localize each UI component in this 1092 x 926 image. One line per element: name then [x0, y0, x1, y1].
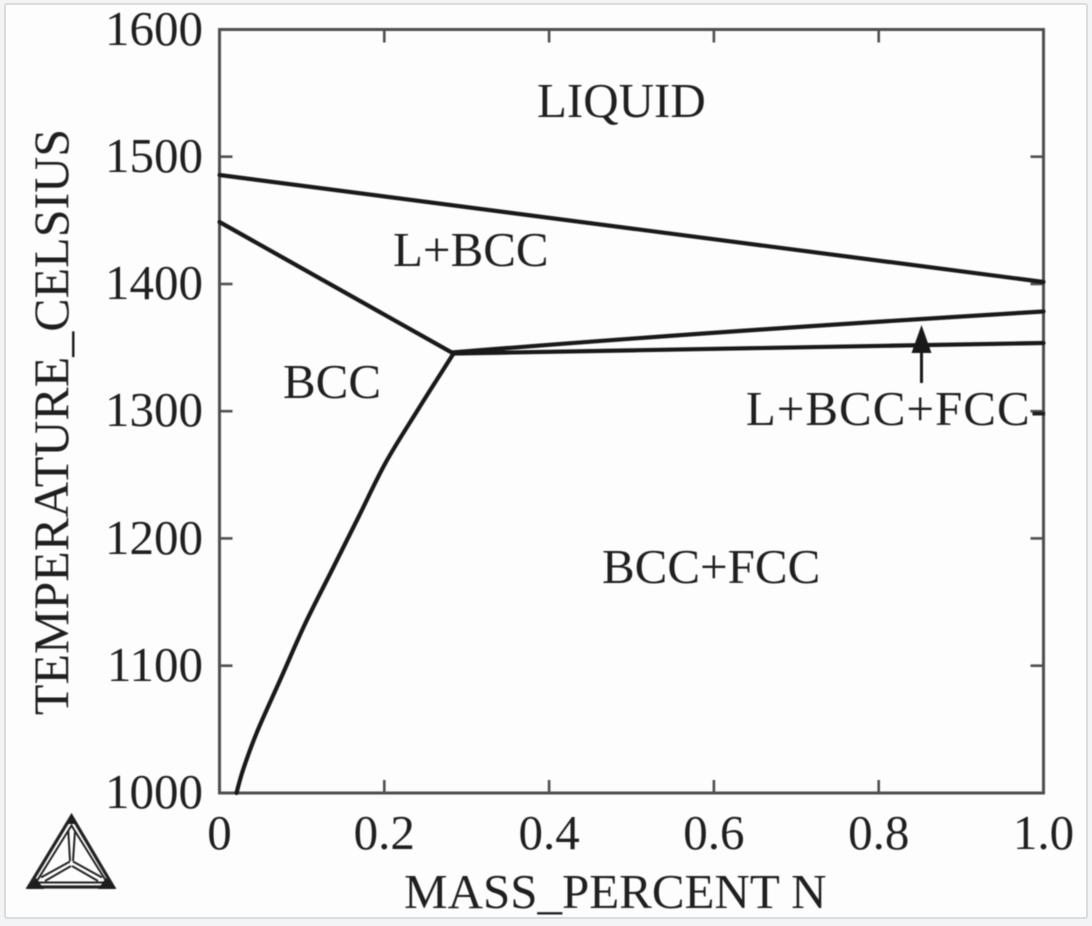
svg-text:1.0: 1.0	[1013, 805, 1074, 860]
svg-text:L+BCC+FCC-: L+BCC+FCC-	[746, 381, 1048, 436]
svg-text:TEMPERATURE_CELSIUS: TEMPERATURE_CELSIUS	[23, 129, 79, 715]
svg-text:1400: 1400	[105, 255, 203, 310]
svg-text:0.6: 0.6	[683, 805, 744, 860]
svg-text:1300: 1300	[105, 382, 203, 437]
svg-text:1200: 1200	[105, 510, 203, 565]
svg-text:MASS_PERCENT N: MASS_PERCENT N	[404, 864, 827, 919]
svg-text:0: 0	[207, 805, 232, 860]
svg-text:1500: 1500	[105, 128, 203, 183]
svg-text:0.2: 0.2	[354, 805, 415, 860]
svg-text:BCC: BCC	[283, 354, 381, 409]
svg-text:L+BCC: L+BCC	[393, 222, 549, 277]
svg-text:0.4: 0.4	[518, 805, 579, 860]
svg-text:1000: 1000	[105, 764, 203, 819]
svg-text:1600: 1600	[105, 1, 203, 56]
svg-text:1100: 1100	[107, 637, 203, 692]
svg-text:0.8: 0.8	[848, 805, 909, 860]
svg-text:BCC+FCC: BCC+FCC	[602, 539, 820, 594]
svg-text:LIQUID: LIQUID	[537, 73, 706, 128]
